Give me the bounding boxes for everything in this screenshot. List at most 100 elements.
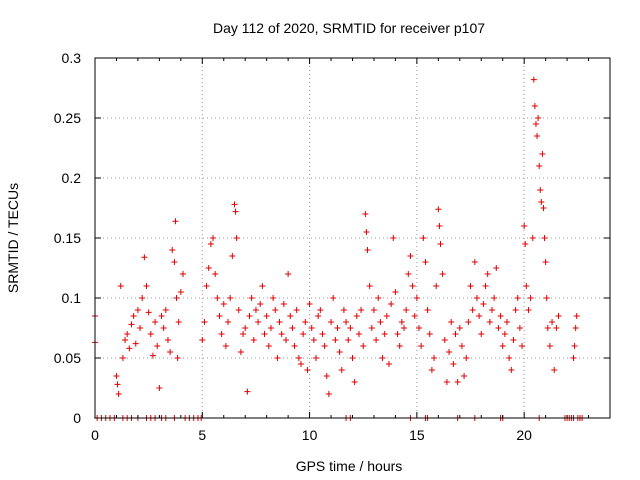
data-point [388, 301, 395, 307]
data-point [304, 367, 311, 373]
data-point [448, 319, 455, 325]
data-point [456, 325, 463, 331]
data-point [536, 163, 543, 169]
data-point [321, 343, 328, 349]
data-point [506, 355, 513, 361]
data-point [173, 295, 180, 301]
data-point [362, 211, 369, 217]
data-point [229, 253, 236, 259]
data-point [289, 325, 296, 331]
data-point [469, 307, 476, 313]
data-point [373, 337, 380, 343]
grid-lines [95, 58, 610, 418]
data-point [315, 313, 322, 319]
data-point [220, 301, 227, 307]
data-point [137, 325, 144, 331]
data-point [572, 325, 579, 331]
data-point [214, 295, 221, 301]
data-point [232, 208, 239, 215]
data-point [546, 343, 553, 349]
data-point [381, 331, 388, 337]
data-point [143, 283, 150, 289]
data-point [175, 319, 182, 325]
data-point [167, 349, 174, 355]
data-point [401, 325, 407, 331]
data-point [126, 345, 133, 352]
data-point [255, 319, 262, 325]
data-point [396, 343, 403, 349]
data-point [527, 295, 534, 301]
data-point [398, 319, 405, 325]
data-point [259, 283, 266, 289]
y-tick-label: 0 [73, 410, 81, 426]
data-point [139, 295, 146, 301]
x-tick-label: 10 [302, 427, 318, 443]
data-point [549, 319, 556, 325]
data-point [450, 361, 457, 367]
data-point [265, 343, 272, 349]
data-point [122, 337, 129, 343]
data-point [169, 247, 176, 253]
y-tick-label: 0.3 [62, 50, 82, 66]
data-point [158, 313, 165, 319]
data-point [278, 331, 285, 337]
data-point [210, 235, 217, 241]
data-point [205, 265, 212, 271]
data-point [250, 337, 257, 343]
data-point [154, 343, 161, 349]
data-point [480, 301, 487, 307]
data-point [130, 313, 137, 319]
data-point [345, 337, 352, 343]
data-point [323, 373, 330, 379]
data-point [368, 325, 375, 331]
data-point [302, 319, 309, 325]
data-point [443, 379, 450, 385]
y-tick-label: 0.05 [54, 350, 81, 366]
data-point [134, 307, 141, 313]
data-point [539, 151, 546, 157]
y-tick-label: 0.25 [54, 110, 81, 126]
data-point [257, 301, 264, 307]
y-tick-label: 0.2 [62, 170, 82, 186]
data-point [177, 289, 184, 295]
data-point [521, 223, 528, 229]
chart-title: Day 112 of 2020, SRMTID for receiver p10… [213, 20, 485, 36]
data-point [298, 361, 304, 367]
data-point [285, 271, 292, 277]
data-point [317, 307, 324, 313]
data-point [334, 325, 341, 331]
data-point [390, 235, 397, 241]
data-point [510, 337, 517, 343]
data-point [325, 391, 332, 397]
data-point [497, 313, 504, 319]
data-point [313, 355, 320, 361]
data-point [491, 295, 498, 301]
data-point [231, 201, 238, 208]
data-point [523, 283, 530, 289]
data-point [171, 259, 178, 265]
data-point [233, 235, 240, 241]
data-point [115, 391, 122, 397]
data-point [128, 321, 135, 328]
data-point [504, 319, 510, 325]
data-point [403, 307, 410, 313]
data-point [493, 265, 500, 271]
data-point [203, 283, 210, 289]
data-point [420, 235, 427, 241]
data-point [132, 340, 139, 347]
data-point [114, 381, 121, 388]
data-point [287, 313, 294, 319]
data-point [512, 307, 519, 313]
data-point [199, 337, 206, 343]
data-point [486, 319, 493, 325]
data-point [476, 313, 483, 319]
data-point [149, 352, 156, 359]
data-point [248, 295, 255, 301]
data-point [467, 283, 474, 289]
data-point [141, 254, 148, 261]
data-points [92, 76, 586, 421]
data-point [358, 307, 365, 313]
data-point [222, 343, 229, 349]
data-point [514, 295, 521, 301]
